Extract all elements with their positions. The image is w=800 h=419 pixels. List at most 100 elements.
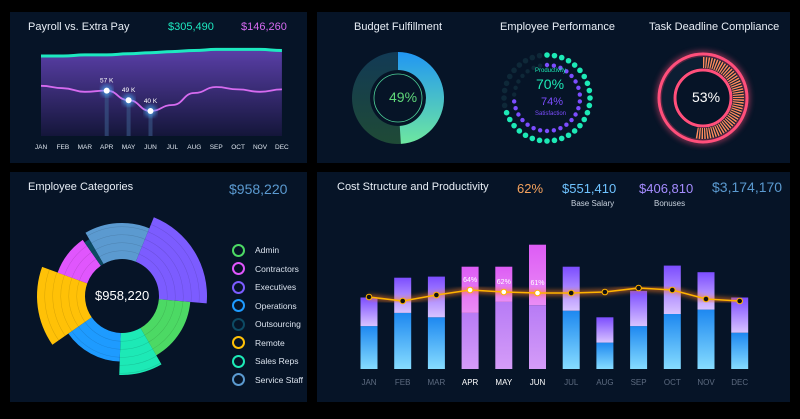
satisfaction-dot — [513, 105, 518, 111]
polar-slice — [119, 328, 162, 375]
satisfaction-dot — [511, 99, 517, 104]
kpi-panel: Budget Fulfillment Employee Performance … — [317, 12, 790, 163]
satisfaction-dot — [544, 128, 550, 134]
productivity-value: 70% — [536, 76, 565, 92]
productivity-dot — [506, 73, 513, 80]
bar-base-salary — [529, 305, 546, 369]
slice-band — [119, 362, 161, 374]
polar-slice — [84, 239, 104, 266]
month-label: JAN — [35, 144, 48, 151]
budget-title: Budget Fulfillment — [354, 21, 443, 33]
productivity-glow — [368, 285, 740, 304]
deadline-tick — [705, 57, 708, 69]
satisfaction-dot — [537, 63, 543, 68]
satisfaction-dot — [576, 85, 581, 91]
deadline-tick — [712, 126, 718, 138]
deadline-tick — [729, 80, 741, 86]
satisfaction-dot — [516, 112, 521, 117]
productivity-dot — [584, 80, 591, 87]
productivity-dot — [558, 135, 565, 142]
productivity-point — [601, 288, 609, 296]
productivity-point — [433, 291, 440, 299]
satisfaction-dot — [551, 63, 557, 68]
deadline-tick — [732, 99, 744, 102]
productivity-label: 62% — [497, 279, 511, 286]
polar-slice — [36, 266, 92, 345]
cost-total: $3,174,170 — [712, 179, 783, 195]
satisfaction-dot — [577, 99, 583, 104]
deadline-tick — [730, 109, 742, 115]
deadline-tick — [701, 127, 703, 139]
deadline-tick — [727, 75, 738, 83]
polar-slice — [135, 217, 207, 304]
legend-item[interactable]: Executives — [232, 278, 303, 297]
slice-band — [120, 341, 149, 350]
satisfaction-dot — [558, 65, 563, 71]
month-label: JUL — [564, 378, 579, 387]
satisfaction-dot — [513, 85, 518, 91]
legend-circle-icon — [232, 373, 245, 387]
productivity-dot — [571, 128, 578, 134]
satisfaction-dot — [573, 79, 578, 84]
cost-panel: Cost Structure and Productivity 62% $551… — [317, 172, 790, 402]
bar-base-salary — [562, 310, 580, 369]
month-label: SEP — [210, 144, 223, 151]
satisfaction-dot — [531, 65, 536, 71]
legend-item[interactable]: Contractors — [232, 260, 303, 279]
slice-band — [147, 231, 192, 303]
legend-label: Remote — [255, 337, 285, 348]
productivity-point — [702, 295, 710, 303]
deadline-tick — [715, 60, 722, 72]
payroll-panel: Payroll vs. Extra Pay $305,490 $146,260 … — [10, 12, 307, 163]
satisfaction-dot — [577, 92, 583, 97]
bar-base-salary — [663, 314, 681, 369]
legend-item[interactable]: Operations — [232, 297, 303, 316]
legend-item[interactable]: Outsourcing — [232, 315, 303, 334]
base-salary-value: $551,410 — [562, 181, 617, 196]
productivity-dot — [536, 52, 543, 59]
legend-circle-icon — [232, 280, 245, 294]
productivity-dot — [529, 135, 536, 142]
deadline-tick — [707, 57, 711, 69]
legend-item[interactable]: Service Staff — [232, 371, 303, 390]
legend-circle-icon — [232, 299, 245, 313]
categories-polar-chart — [36, 217, 207, 375]
satisfaction-label: Satisfaction — [535, 111, 567, 117]
deadline-tick — [722, 119, 732, 129]
extra-pay-total: $146,260 — [241, 21, 287, 33]
satisfaction-dot — [531, 125, 536, 131]
deadline-tick — [709, 57, 714, 69]
satisfaction-dot — [573, 112, 578, 117]
deadline-tick — [717, 61, 724, 73]
bar-bonuses — [596, 317, 614, 343]
satisfaction-dot — [576, 105, 581, 111]
productivity-line — [368, 287, 740, 302]
productivity-dot — [581, 73, 588, 80]
month-label: MAY — [495, 378, 512, 387]
bar-bonuses — [630, 290, 648, 327]
deadline-tick — [732, 103, 744, 107]
deadline-tick — [698, 127, 701, 139]
month-label: MAY — [122, 144, 136, 151]
month-label: AUG — [187, 144, 201, 151]
deadline-tick — [710, 126, 715, 138]
performance-title: Employee Performance — [500, 21, 615, 33]
legend-item[interactable]: Sales Reps — [232, 352, 303, 371]
legend-item[interactable]: Admin — [232, 241, 303, 260]
satisfaction-dot — [516, 79, 521, 84]
month-label: JUN — [530, 378, 546, 387]
bar-bonuses — [360, 297, 378, 327]
productivity-label: 64% — [463, 277, 477, 284]
legend-item[interactable]: Remote — [232, 334, 303, 353]
legend-circle-icon — [232, 243, 245, 257]
productivity-dot — [544, 52, 550, 58]
legend-circle-icon — [232, 354, 245, 368]
productivity-dot — [577, 67, 583, 74]
productivity-point — [567, 289, 575, 297]
deadline-tick — [716, 124, 723, 135]
legend-label: Admin — [255, 245, 280, 256]
productivity-dot — [571, 62, 578, 68]
satisfaction-dot — [525, 69, 530, 74]
budget-inner-ring — [373, 73, 423, 123]
productivity-dot — [501, 102, 508, 109]
